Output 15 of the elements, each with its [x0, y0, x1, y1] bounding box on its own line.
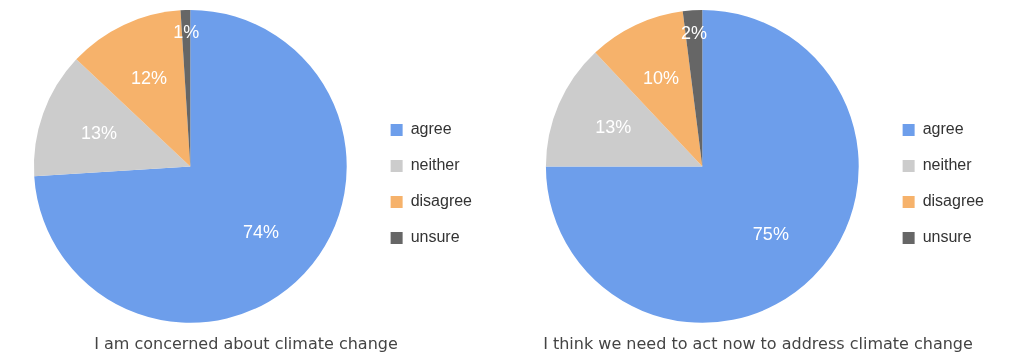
legend-label: neither — [410, 156, 461, 174]
text: I think we need to act now to address climate change — [543, 333, 973, 353]
legend-label: disagree — [410, 192, 473, 210]
legend-label: disagree — [922, 192, 985, 210]
data-label: 1% — [173, 22, 200, 43]
legend-label: unsure — [922, 228, 972, 246]
text: I am concerned about climate change — [94, 333, 398, 353]
data-label: 10% — [643, 67, 680, 88]
data-label: 74% — [242, 221, 280, 242]
legend-label: agree — [922, 120, 964, 138]
legend-label: agree — [410, 120, 452, 138]
legend-label: unsure — [410, 228, 460, 246]
data-label: 12% — [131, 67, 168, 88]
data-label: 75% — [752, 223, 789, 244]
legend-label: neither — [922, 156, 973, 174]
